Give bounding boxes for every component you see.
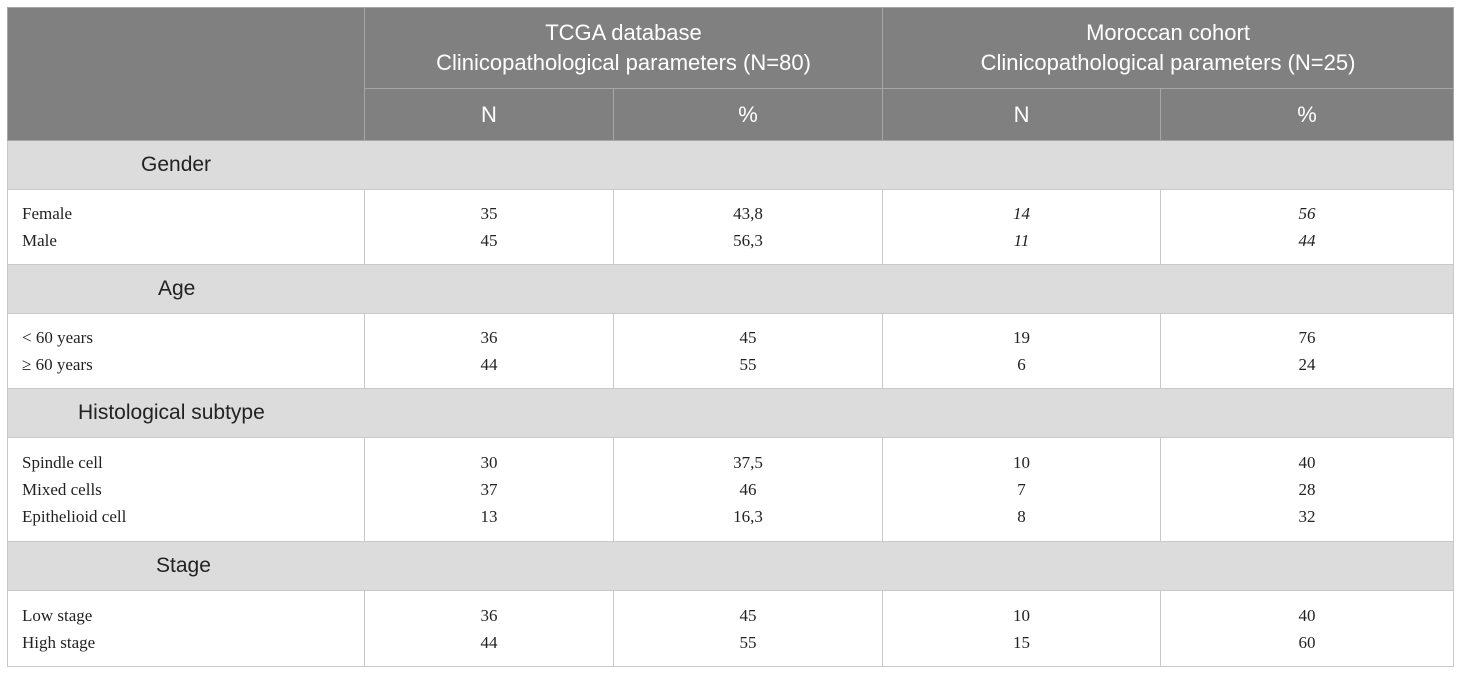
tcga-n-value: 37 (480, 480, 498, 499)
moroccan-pct-value: 40 (1298, 605, 1316, 625)
tcga-pct-value: 45 (739, 605, 757, 625)
header-empty-cell (7, 7, 365, 141)
tcga-n-value: 13 (480, 507, 498, 526)
tcga-pct-cell: 45 55 (612, 313, 884, 389)
header-row-columns: N % N % (8, 88, 1455, 141)
moroccan-n-cell: 14 11 (882, 189, 1162, 265)
tcga-pct-cell: 37,5 46 16,3 (612, 437, 884, 542)
moroccan-pct-cell: 40 60 (1160, 590, 1455, 667)
moroccan-pct-value: 56 (1298, 204, 1316, 223)
moroccan-n-cell: 19 6 (882, 313, 1162, 389)
data-row-gender: Female Male 35 45 43,8 56,3 14 11 56 44 (7, 189, 1455, 265)
table-body: Gender Female Male 35 45 43,8 56,3 14 11… (6, 140, 1455, 667)
header-tcga-n: N (364, 88, 614, 141)
header-row-groups: TCGA database Clinicopathological parame… (7, 7, 1455, 141)
row-label: Low stage (22, 605, 93, 625)
moroccan-pct-cell: 76 24 (1160, 313, 1455, 389)
tcga-pct-cell: 45 55 (612, 590, 884, 667)
tcga-n-value: 30 (480, 453, 498, 472)
row-label: Spindle cell (22, 453, 103, 472)
data-row-histological-subtype: Spindle cell Mixed cells Epithelioid cel… (7, 437, 1455, 542)
row-label: Female (22, 204, 73, 223)
section-row-stage: Stage (6, 541, 1455, 591)
row-label: < 60 years (22, 328, 93, 347)
tcga-pct-value: 55 (739, 355, 757, 374)
header-tcga: TCGA database Clinicopathological parame… (363, 7, 884, 89)
tcga-pct-value: 43,8 (733, 204, 763, 223)
tcga-pct-value: 56,3 (733, 231, 763, 250)
moroccan-n-value: 10 (1013, 605, 1031, 625)
moroccan-n-cell: 10 15 (882, 590, 1162, 667)
tcga-n-value: 44 (480, 632, 498, 652)
section-title-histological-subtype: Histological subtype (78, 401, 265, 424)
label-cell: Spindle cell Mixed cells Epithelioid cel… (7, 437, 365, 542)
moroccan-pct-value: 24 (1298, 355, 1316, 374)
moroccan-pct-value: 28 (1298, 480, 1316, 499)
tcga-n-cell: 35 45 (364, 189, 614, 265)
tcga-pct-value: 16,3 (733, 507, 763, 526)
header-moroccan-pct: % (1160, 88, 1455, 141)
moroccan-pct-value: 76 (1298, 328, 1316, 347)
tcga-pct-cell: 43,8 56,3 (612, 189, 884, 265)
moroccan-pct-cell: 40 28 32 (1160, 437, 1455, 542)
data-row-age: < 60 years ≥ 60 years 36 44 45 55 19 6 7… (7, 313, 1455, 389)
moroccan-pct-value: 32 (1298, 507, 1316, 526)
table-container: TCGA database Clinicopathological parame… (6, 7, 1455, 667)
moroccan-n-value: 8 (1017, 507, 1026, 526)
header-moroccan-subtitle: Clinicopathological parameters (N=25) (980, 50, 1356, 75)
moroccan-n-value: 10 (1013, 453, 1031, 472)
tcga-pct-value: 45 (739, 328, 757, 347)
section-row-histological-subtype: Histological subtype (6, 388, 1455, 438)
moroccan-n-value: 7 (1017, 480, 1026, 499)
row-label: ≥ 60 years (22, 355, 93, 374)
tcga-n-value: 36 (480, 605, 498, 625)
header-moroccan-title: Moroccan cohort (1086, 20, 1250, 45)
moroccan-pct-value: 40 (1298, 453, 1316, 472)
clinicopathological-table: TCGA database Clinicopathological parame… (6, 7, 1455, 667)
section-title-stage: Stage (156, 554, 211, 577)
tcga-pct-value: 46 (739, 480, 757, 499)
moroccan-n-value: 14 (1013, 204, 1031, 223)
moroccan-n-cell: 10 7 8 (882, 437, 1162, 542)
tcga-n-cell: 30 37 13 (364, 437, 614, 542)
moroccan-pct-cell: 56 44 (1160, 189, 1455, 265)
section-title-age: Age (158, 277, 196, 300)
section-cell: Gender (6, 140, 1455, 190)
row-label: Epithelioid cell (22, 507, 127, 526)
header-tcga-title: TCGA database (545, 20, 702, 45)
moroccan-n-value: 19 (1013, 328, 1031, 347)
section-cell: Histological subtype (6, 388, 1455, 438)
section-cell: Stage (6, 541, 1455, 591)
label-cell: Female Male (7, 189, 365, 265)
tcga-n-cell: 36 44 (364, 590, 614, 667)
moroccan-pct-value: 44 (1298, 231, 1316, 250)
moroccan-pct-value: 60 (1298, 632, 1316, 652)
tcga-n-value: 45 (480, 231, 498, 250)
tcga-n-cell: 36 44 (364, 313, 614, 389)
section-title-gender: Gender (141, 153, 212, 176)
header-tcga-subtitle: Clinicopathological parameters (N=80) (436, 50, 811, 75)
header-moroccan: Moroccan cohort Clinicopathological para… (882, 7, 1455, 89)
tcga-n-value: 36 (480, 328, 498, 347)
table-header: TCGA database Clinicopathological parame… (7, 7, 1455, 141)
row-label: Mixed cells (22, 480, 102, 499)
moroccan-n-value: 15 (1013, 632, 1031, 652)
section-row-gender: Gender (6, 140, 1455, 190)
moroccan-n-value: 11 (1013, 231, 1030, 250)
tcga-pct-value: 37,5 (733, 453, 763, 472)
data-row-stage: Low stage High stage 36 44 45 55 10 15 4… (7, 590, 1455, 667)
row-label: Male (22, 231, 57, 250)
header-moroccan-n: N (882, 88, 1162, 141)
section-row-age: Age (6, 264, 1455, 314)
label-cell: Low stage High stage (7, 590, 365, 667)
header-tcga-pct: % (612, 88, 884, 141)
tcga-pct-value: 55 (739, 632, 757, 652)
row-label: High stage (22, 632, 96, 652)
moroccan-n-value: 6 (1017, 355, 1026, 374)
section-cell: Age (6, 264, 1455, 314)
label-cell: < 60 years ≥ 60 years (7, 313, 365, 389)
tcga-n-value: 44 (480, 355, 498, 374)
tcga-n-value: 35 (480, 204, 498, 223)
